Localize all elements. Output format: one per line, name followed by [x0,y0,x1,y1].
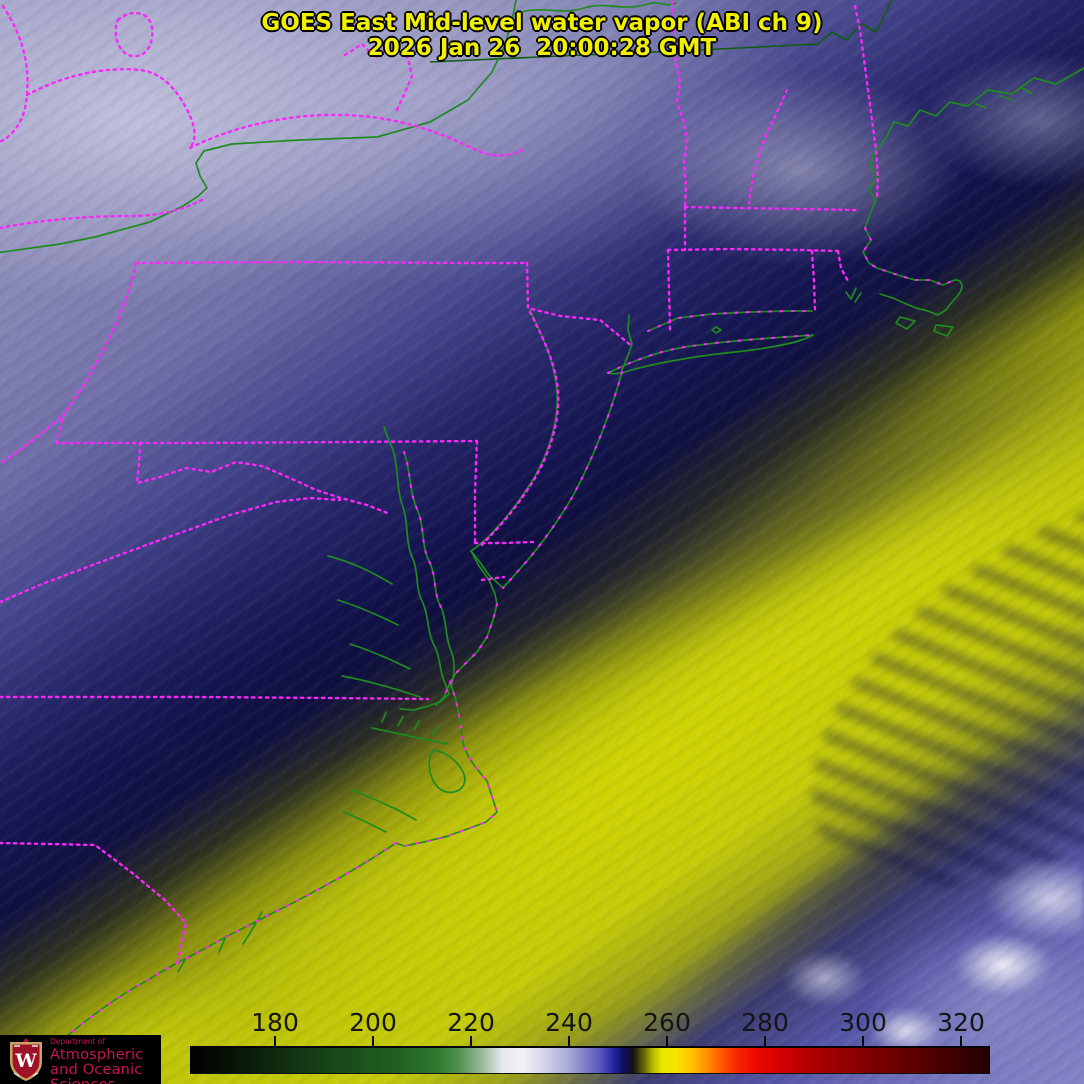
logo-name-line2: and Oceanic Sciences [50,1062,143,1084]
logo-text: Department of Atmospheric and Oceanic Sc… [50,1038,161,1084]
colorbar-tick [862,1036,864,1046]
ocean-cloud-field [760,820,1084,1084]
colorbar-tick [960,1036,962,1046]
colorbar-tick [372,1036,374,1046]
colorbar-tick-label: 300 [839,1008,887,1037]
colorbar-tick [470,1036,472,1046]
colorbar-tick-label: 180 [251,1008,299,1037]
uw-crest-icon: W [10,1038,42,1081]
colorbar-tick [666,1036,668,1046]
colorbar-tick-label: 200 [349,1008,397,1037]
image-title: GOES East Mid-level water vapor (ABI ch … [261,10,823,36]
logo-dept-prefix: Department of [50,1037,105,1046]
colorbar-tick-label: 260 [643,1008,691,1037]
logo-name-line1: Atmospheric [50,1046,144,1063]
colorbar-gradient [190,1046,990,1074]
uw-aos-logo: W Department of Atmospheric and Oceanic … [0,1035,161,1084]
colorbar-tick-label: 280 [741,1008,789,1037]
colorbar-tick [274,1036,276,1046]
image-timestamp: 2026 Jan 26 20:00:28 GMT [367,35,717,61]
colorbar-tick [764,1036,766,1046]
colorbar-tick-label: 220 [447,1008,495,1037]
svg-text:W: W [14,1050,37,1072]
colorbar-tick-label: 320 [937,1008,985,1037]
colorbar-tick [568,1036,570,1046]
colorbar-tick-label: 240 [545,1008,593,1037]
